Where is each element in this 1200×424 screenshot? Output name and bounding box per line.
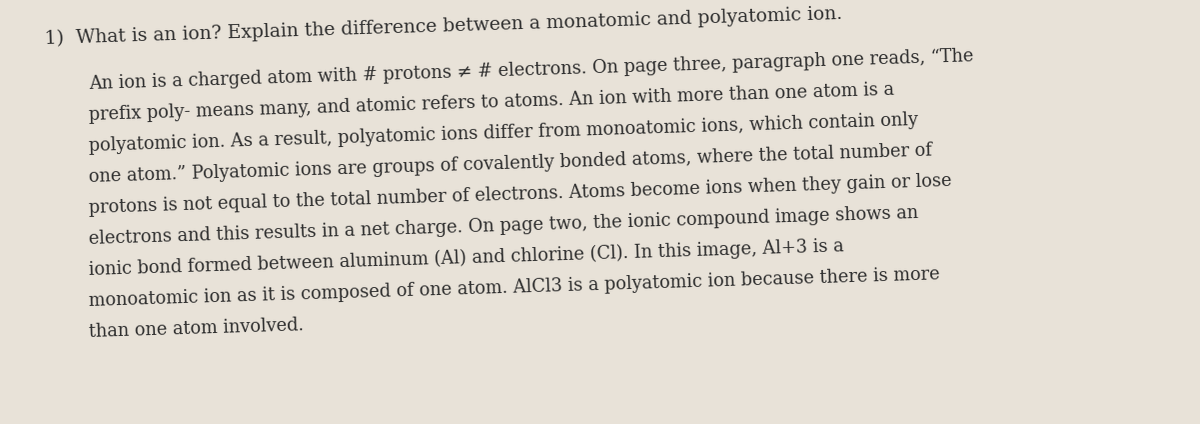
Text: ionic bond formed between aluminum (Al) and chlorine (Cl). In this image, Al+3 i: ionic bond formed between aluminum (Al) …	[88, 237, 844, 279]
Text: 1)  What is an ion? Explain the difference between a monatomic and polyatomic io: 1) What is an ion? Explain the differenc…	[44, 5, 842, 48]
Text: protons is not equal to the total number of electrons. Atoms become ions when th: protons is not equal to the total number…	[88, 171, 952, 217]
Text: than one atom involved.: than one atom involved.	[88, 316, 304, 340]
Text: monoatomic ion as it is composed of one atom. AlCl3 is a polyatomic ion because : monoatomic ion as it is composed of one …	[88, 265, 940, 310]
Text: An ion is a charged atom with # protons ≠ # electrons. On page three, paragraph : An ion is a charged atom with # protons …	[88, 47, 973, 92]
Text: prefix poly- means many, and atomic refers to atoms. An ion with more than one a: prefix poly- means many, and atomic refe…	[88, 80, 894, 123]
Text: one atom.” Polyatomic ions are groups of covalently bonded atoms, where the tota: one atom.” Polyatomic ions are groups of…	[88, 141, 932, 186]
Text: polyatomic ion. As a result, polyatomic ions differ from monoatomic ions, which : polyatomic ion. As a result, polyatomic …	[88, 111, 918, 154]
Text: electrons and this results in a net charge. On page two, the ionic compound imag: electrons and this results in a net char…	[88, 204, 918, 248]
